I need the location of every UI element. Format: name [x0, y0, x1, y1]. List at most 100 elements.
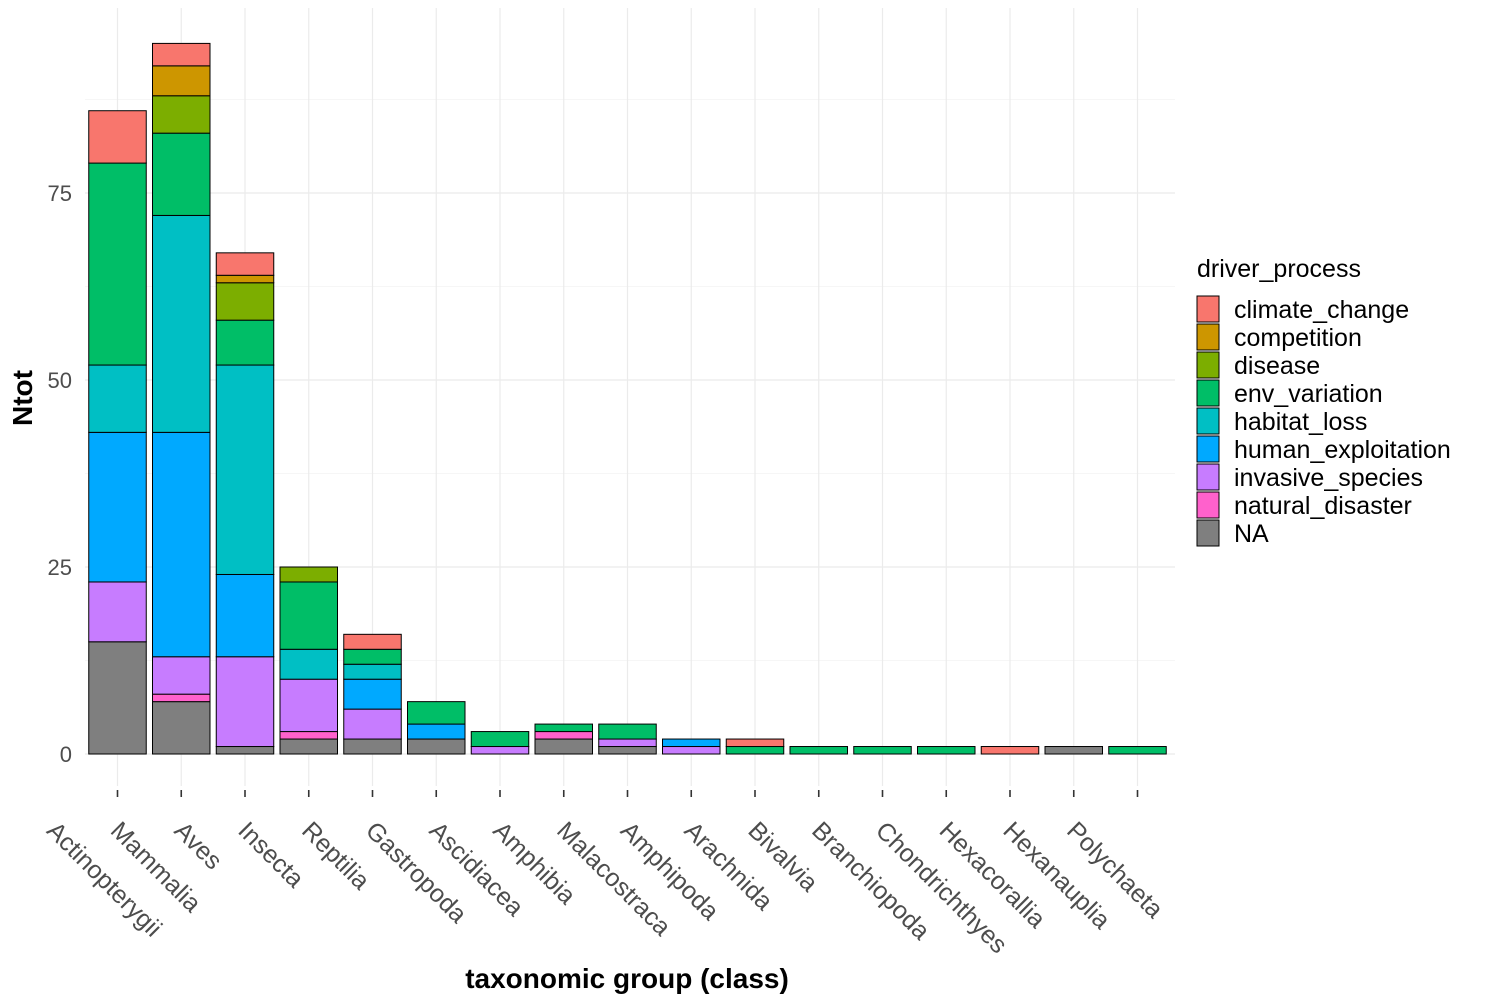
bar-segment-na [279, 738, 338, 755]
bar-stack-actinopterygii [88, 110, 147, 755]
bar-segment-na [88, 641, 147, 755]
bar-segment-env-variation [534, 723, 593, 733]
x-tick-label: Reptilia [296, 816, 375, 895]
bar-segment-natural-disaster [152, 693, 211, 703]
x-tick-label: Insecta [233, 816, 310, 893]
bar-stack-reptilia [343, 633, 402, 755]
bar-segment-env-variation [725, 746, 785, 755]
legend-label: competition [1234, 324, 1362, 352]
bar-stack-mammalia [152, 42, 211, 755]
legend-label: climate_change [1234, 296, 1409, 324]
legend-item-habitat-loss: habitat_loss [1196, 407, 1367, 436]
bar-segment-na [152, 701, 211, 755]
x-tick-label: Aves [169, 816, 228, 875]
bar-segment-human-exploitation [215, 573, 275, 658]
y-axis: 0 25 50 75 [48, 181, 72, 767]
bar-segment-human-exploitation [88, 431, 147, 583]
bar-segment-env-variation [1108, 746, 1167, 755]
legend-swatch [1196, 379, 1220, 407]
bar-segment-climate-change [215, 252, 275, 276]
legend-item-disease: disease [1196, 351, 1320, 380]
y-axis-title: Ntot [7, 370, 38, 426]
bar-segment-competition [152, 65, 211, 97]
legend-item-climate-change: climate_change [1196, 295, 1409, 324]
bar-segment-disease [279, 566, 338, 583]
bar-segment-env-variation [853, 746, 912, 755]
bar-segment-invasive-species [152, 656, 211, 695]
bar-stack-polychaeta [1108, 746, 1167, 755]
bar-segment-invasive-species [598, 738, 657, 748]
legend-label: disease [1234, 352, 1320, 380]
legend-swatch [1196, 491, 1220, 519]
bar-segment-competition [215, 274, 275, 284]
bar-segment-env-variation [470, 731, 530, 748]
y-tick-label: 50 [48, 368, 72, 393]
bar-stack-hexacorallia [980, 746, 1040, 755]
bar-segment-invasive-species [343, 708, 402, 740]
bar-segment-na [407, 738, 466, 755]
legend-item-invasive-species: invasive_species [1196, 463, 1423, 492]
bar-stack-branchiopoda [853, 746, 912, 755]
bar-stack-hexanauplia [1044, 746, 1103, 755]
bar-segment-invasive-species [279, 678, 338, 733]
bar-segment-invasive-species [470, 746, 530, 755]
bar-segment-habitat-loss [343, 663, 402, 680]
bar-segment-climate-change [88, 110, 147, 164]
bar-segment-habitat-loss [215, 364, 275, 575]
bar-segment-habitat-loss [152, 214, 211, 433]
legend-label: natural_disaster [1234, 492, 1412, 520]
bar-segment-climate-change [725, 738, 785, 748]
bar-segment-env-variation [279, 581, 338, 650]
bar-stack-amphipoda [662, 738, 721, 755]
bar-segment-na [1044, 746, 1103, 755]
legend-label: habitat_loss [1234, 408, 1367, 436]
legend-label: invasive_species [1234, 464, 1423, 492]
legend-swatch [1196, 519, 1220, 547]
bar-stack-arachnida [725, 738, 785, 755]
bar-segment-env-variation [917, 746, 976, 755]
legend-swatch [1196, 295, 1220, 323]
bar-segment-climate-change [152, 42, 211, 67]
bar-segment-habitat-loss [279, 648, 338, 680]
legend-item-na: NA [1196, 519, 1269, 548]
legend-item-human-exploitation: human_exploitation [1196, 435, 1451, 464]
bar-segment-disease [152, 95, 211, 134]
bars [88, 42, 1167, 755]
bar-segment-env-variation [598, 723, 657, 740]
bar-segment-human-exploitation [662, 738, 721, 748]
legend-swatch [1196, 323, 1220, 351]
bar-segment-na [598, 746, 657, 755]
bar-segment-climate-change [343, 633, 402, 650]
legend: driver_process climate_changecompetition… [1196, 255, 1451, 548]
bar-segment-na [343, 738, 402, 755]
bar-segment-invasive-species [215, 656, 275, 748]
y-tick-label: 25 [48, 555, 72, 580]
bar-segment-na [534, 738, 593, 755]
legend-item-env-variation: env_variation [1196, 379, 1383, 408]
bar-segment-climate-change [980, 746, 1040, 755]
legend-title: driver_process [1197, 255, 1361, 283]
bar-stack-chondrichthyes [917, 746, 976, 755]
bar-stack-aves [215, 252, 275, 755]
bar-segment-human-exploitation [343, 678, 402, 710]
legend-item-natural-disaster: natural_disaster [1196, 491, 1412, 520]
bar-stack-ascidiacea [470, 731, 530, 755]
legend-label: NA [1234, 520, 1269, 548]
bar-segment-env-variation [407, 701, 466, 725]
bar-segment-human-exploitation [407, 723, 466, 740]
bar-stack-amphibia [534, 723, 593, 755]
legend-swatch [1196, 407, 1220, 435]
bar-segment-habitat-loss [88, 364, 147, 433]
bar-stack-bivalvia [789, 746, 848, 755]
legend-swatch [1196, 463, 1220, 491]
bar-stack-gastropoda [407, 701, 466, 755]
bar-segment-env-variation [88, 162, 147, 366]
legend-item-competition: competition [1196, 323, 1362, 352]
y-tick-label: 75 [48, 181, 72, 206]
bar-segment-natural-disaster [279, 731, 338, 740]
bar-segment-invasive-species [88, 581, 147, 643]
x-axis-title: taxonomic group (class) [465, 963, 789, 994]
legend-swatch [1196, 351, 1220, 379]
